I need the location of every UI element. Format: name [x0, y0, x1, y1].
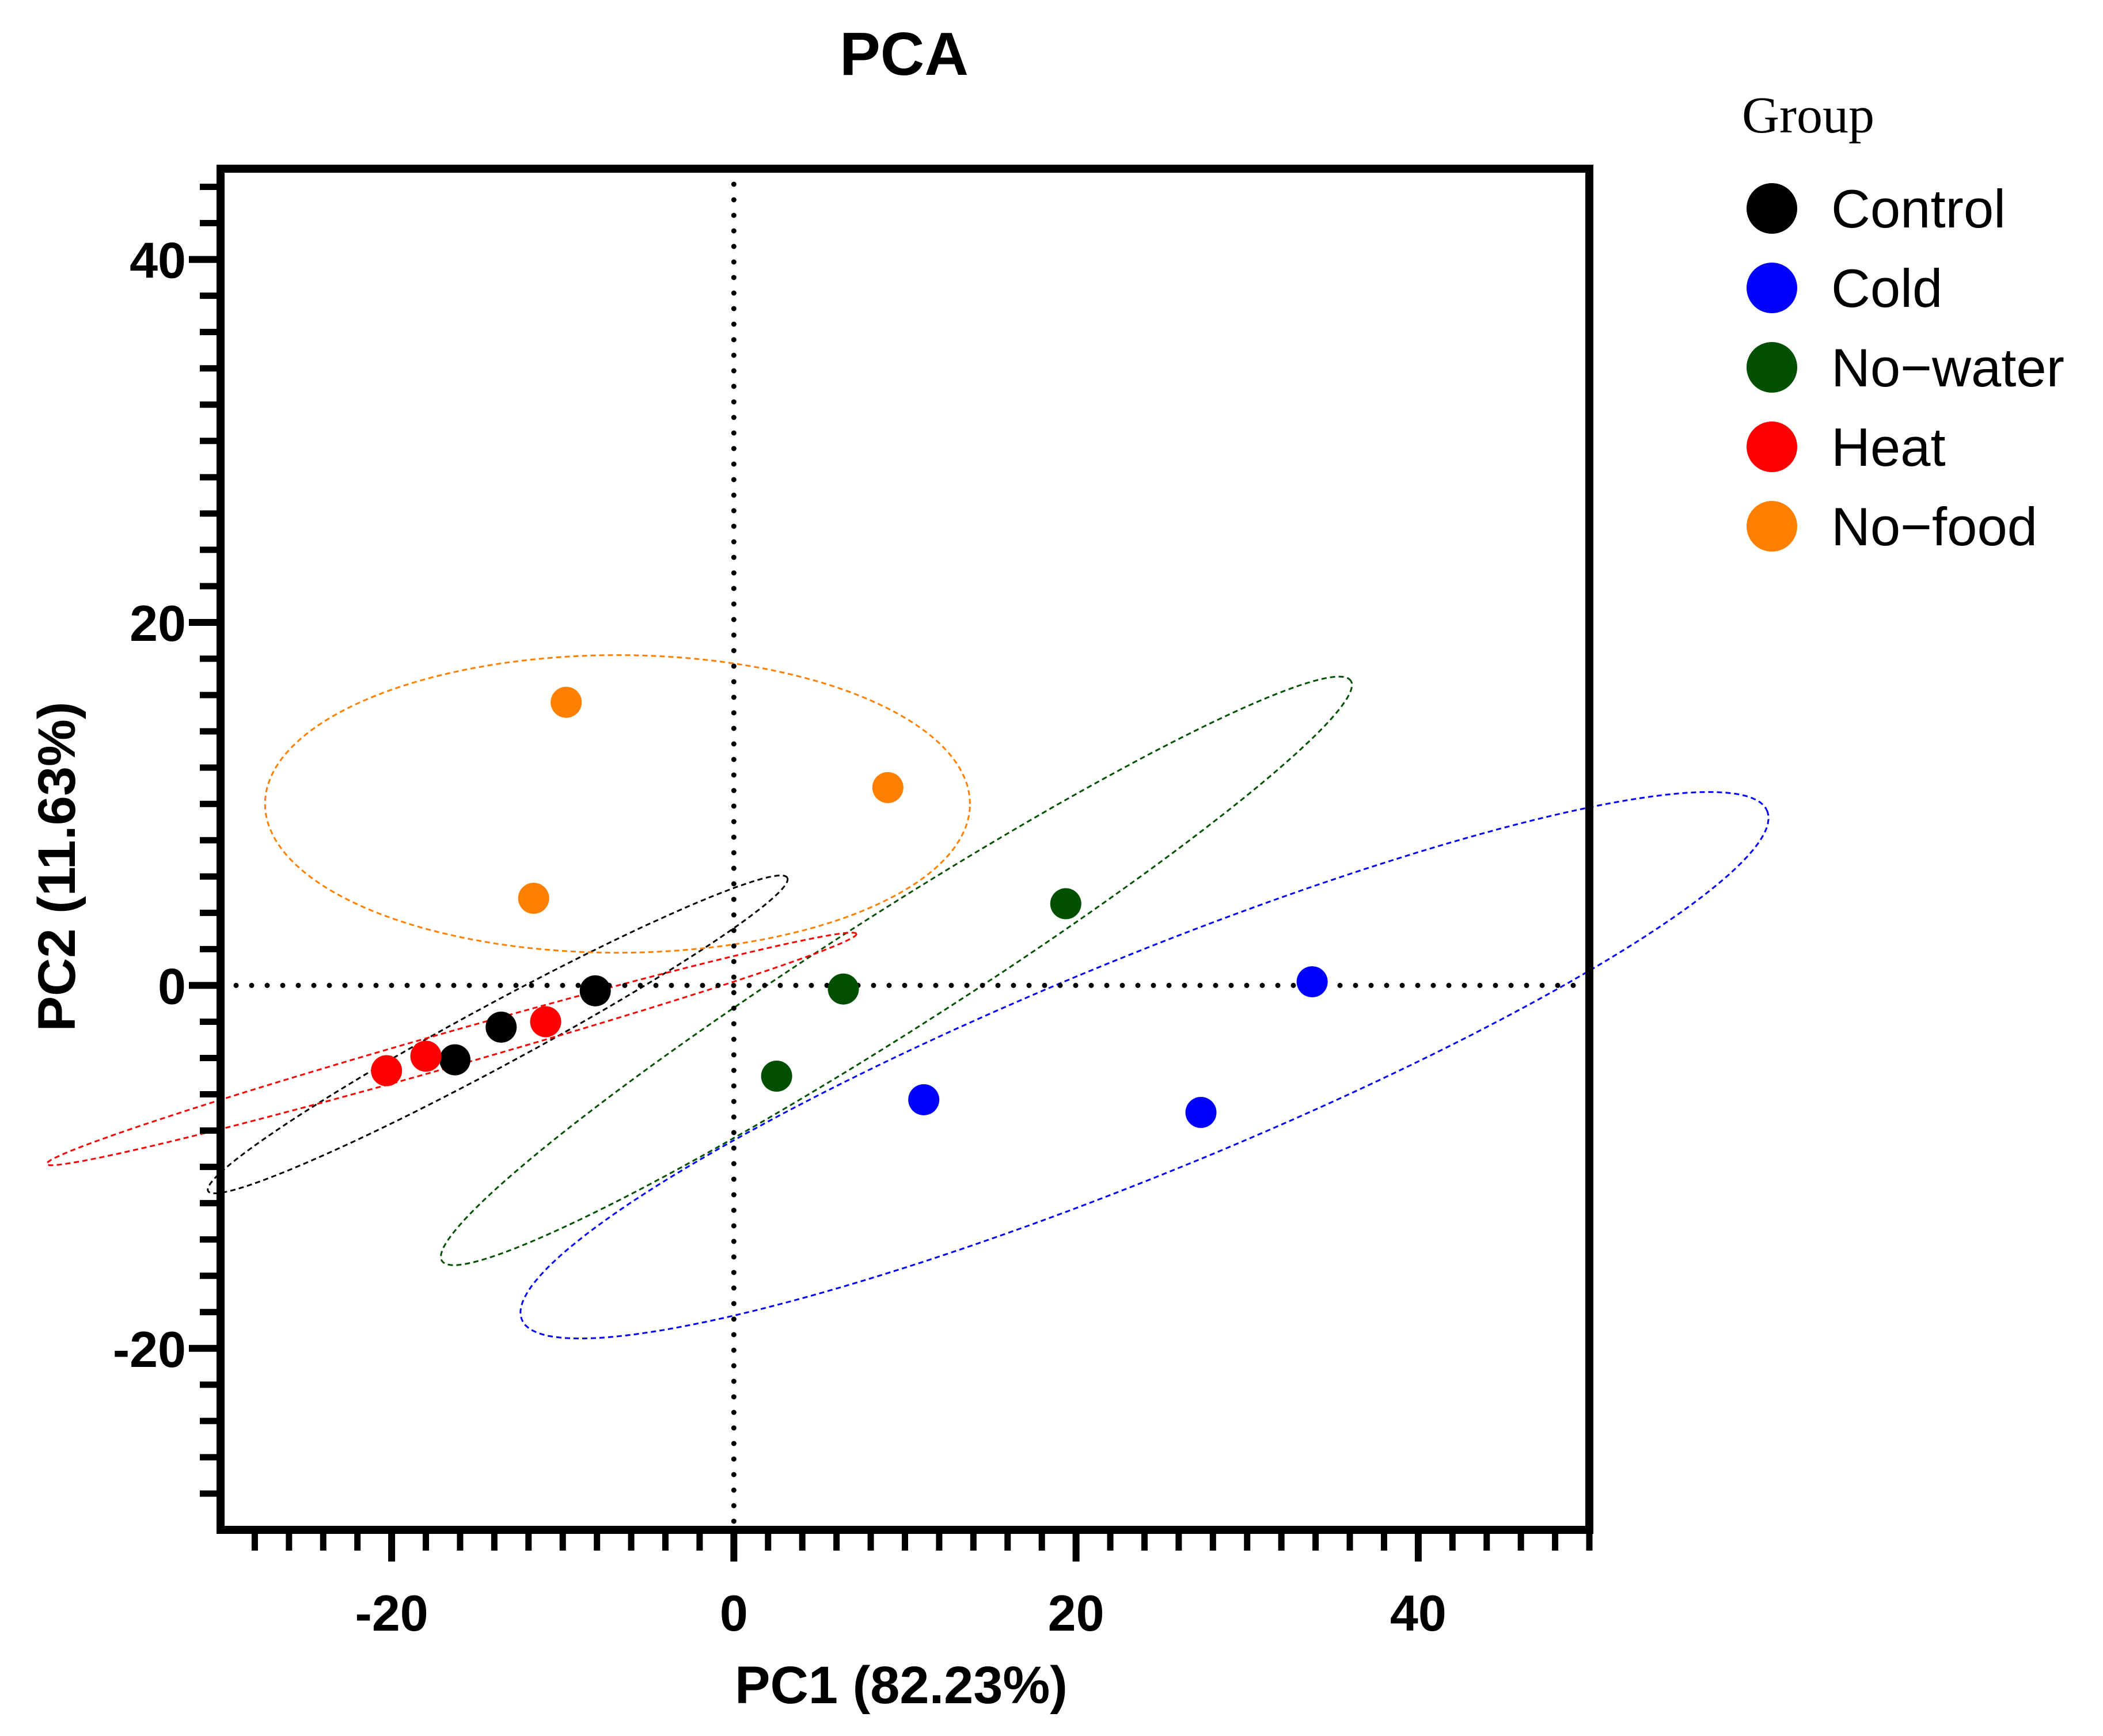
y-tick-label: 40: [130, 232, 186, 289]
data-point-nofood: [518, 883, 549, 914]
y-axis-label: PC2 (11.63%): [28, 702, 86, 1032]
legend-label: No−water: [1831, 337, 2064, 398]
legend: Group Control Cold No−water Heat No−food: [1742, 87, 2064, 557]
data-point-cold: [1296, 966, 1328, 998]
data-point-nowater: [761, 1061, 792, 1092]
legend-label: Cold: [1831, 258, 1942, 318]
legend-marker-nofood: [1747, 501, 1797, 552]
x-tick-label: -20: [355, 1585, 428, 1642]
confidence-ellipse-nofood: [264, 654, 971, 954]
data-point-nofood: [551, 686, 582, 718]
legend-label: Control: [1831, 178, 2006, 239]
x-tick-label: 20: [1048, 1585, 1104, 1642]
x-axis-label: PC1 (82.23%): [735, 1656, 1068, 1715]
data-point-heat: [530, 1006, 561, 1038]
legend-marker-cold: [1747, 263, 1797, 313]
x-tick-label: 40: [1390, 1585, 1447, 1642]
data-point-heat: [410, 1040, 442, 1072]
legend-marker-heat: [1747, 421, 1797, 472]
confidence-ellipse-heat: [45, 932, 857, 1167]
data-point-heat: [371, 1055, 403, 1087]
data-point-control: [439, 1044, 471, 1076]
y-tick-label: 0: [158, 958, 186, 1015]
y-tick-label: -20: [113, 1321, 186, 1378]
plot-frame: [217, 165, 1593, 1534]
legend-marker-control: [1747, 183, 1797, 234]
x-tick-label: 0: [720, 1585, 748, 1642]
data-point-nofood: [872, 772, 904, 803]
y-tick-label: 20: [130, 595, 186, 652]
confidence-ellipse-control: [207, 874, 789, 1195]
confidence-ellipse-cold: [519, 791, 1770, 1340]
data-point-control: [485, 1011, 517, 1043]
chart-title: PCA: [840, 20, 969, 88]
data-point-control: [579, 975, 611, 1006]
legend-title: Group: [1742, 87, 1874, 144]
data-point-nowater: [1050, 888, 1081, 920]
confidence-ellipse-nowater: [439, 675, 1353, 1266]
data-point-cold: [1185, 1097, 1217, 1129]
legend-label: No−food: [1831, 496, 2037, 557]
legend-marker-nowater: [1747, 342, 1797, 393]
data-point-nowater: [827, 973, 859, 1005]
data-point-cold: [908, 1084, 940, 1115]
legend-label: Heat: [1831, 417, 1946, 477]
